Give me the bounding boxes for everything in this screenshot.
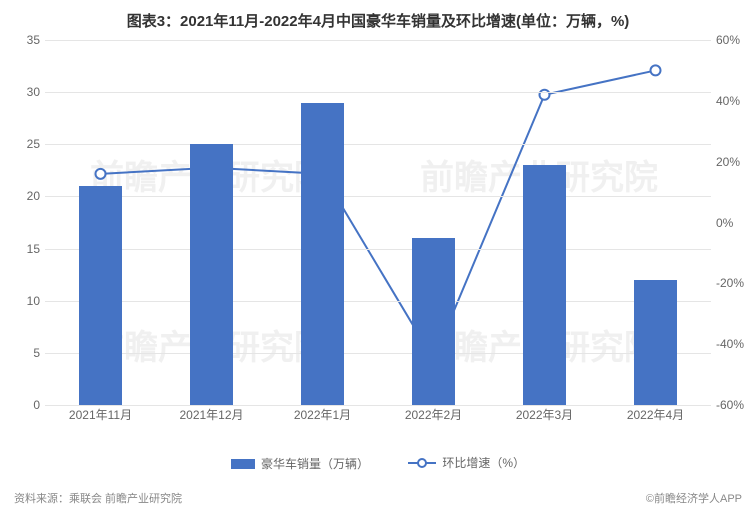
bar	[79, 186, 121, 405]
y-right-tick: -20%	[716, 276, 751, 290]
chart-title: 图表3：2021年11月-2022年4月中国豪华车销量及环比增速(单位：万辆，%…	[0, 0, 756, 31]
y-left-tick: 30	[15, 85, 40, 99]
y-left-tick: 20	[15, 189, 40, 203]
gridline	[45, 301, 711, 302]
footer: 资料来源：乘联会 前瞻产业研究院 ©前瞻经济学人APP	[14, 490, 742, 506]
y-left-tick: 10	[15, 294, 40, 308]
gridline	[45, 92, 711, 93]
gridline	[45, 40, 711, 41]
legend: 豪华车销量（万辆） 环比增速（%）	[0, 454, 756, 472]
legend-bar: 豪华车销量（万辆）	[231, 455, 369, 472]
y-left-tick: 25	[15, 137, 40, 151]
legend-line: 环比增速（%）	[408, 454, 525, 471]
gridline	[45, 405, 711, 406]
y-left-tick: 35	[15, 33, 40, 47]
bar	[634, 280, 676, 405]
bar	[523, 165, 565, 405]
y-left-tick: 5	[15, 346, 40, 360]
copyright-text: ©前瞻经济学人APP	[646, 490, 742, 506]
bar	[190, 144, 232, 405]
x-tick-label: 2022年1月	[294, 406, 351, 423]
bar	[301, 103, 343, 405]
x-tick-label: 2021年12月	[179, 406, 243, 423]
legend-line-label: 环比增速（%）	[442, 454, 525, 471]
y-right-tick: 60%	[716, 33, 751, 47]
y-right-tick: -40%	[716, 337, 751, 351]
y-right-tick: 40%	[716, 94, 751, 108]
chart-area: 05101520253035-60%-40%-20%0%20%40%60%202…	[45, 40, 711, 425]
x-tick-label: 2022年4月	[627, 406, 684, 423]
y-left-tick: 15	[15, 242, 40, 256]
bar	[412, 238, 454, 405]
x-tick-label: 2022年3月	[516, 406, 573, 423]
line-layer	[45, 40, 711, 405]
y-right-tick: -60%	[716, 398, 751, 412]
y-left-tick: 0	[15, 398, 40, 412]
gridline	[45, 353, 711, 354]
plot-region: 05101520253035-60%-40%-20%0%20%40%60%202…	[45, 40, 711, 405]
x-tick-label: 2021年11月	[69, 406, 132, 423]
y-right-tick: 0%	[716, 216, 751, 230]
line-marker	[96, 169, 106, 179]
gridline	[45, 144, 711, 145]
legend-bar-label: 豪华车销量（万辆）	[261, 455, 369, 472]
legend-bar-icon	[231, 459, 255, 469]
gridline	[45, 249, 711, 250]
trend-line	[101, 70, 656, 359]
legend-line-icon	[408, 457, 436, 469]
source-text: 资料来源：乘联会 前瞻产业研究院	[14, 490, 182, 506]
x-tick-label: 2022年2月	[405, 406, 462, 423]
gridline	[45, 196, 711, 197]
y-right-tick: 20%	[716, 155, 751, 169]
line-marker	[651, 65, 661, 75]
